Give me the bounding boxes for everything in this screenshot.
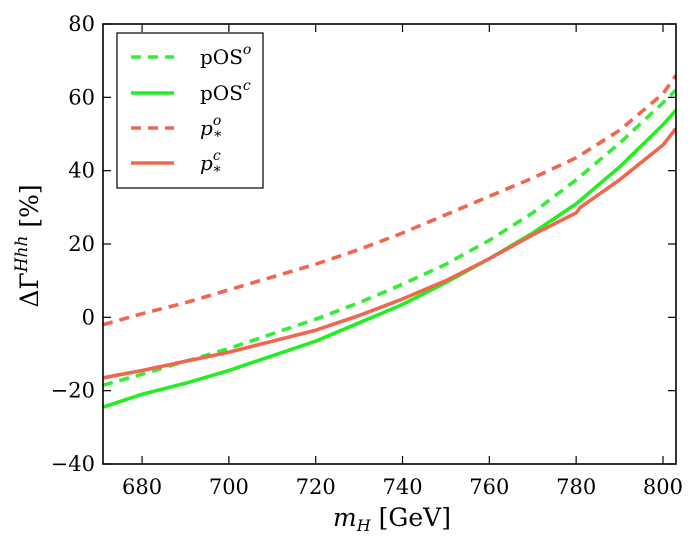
series-line-1 xyxy=(103,109,676,409)
y-axis-title-group: ΔΓHhh [%] xyxy=(12,184,44,307)
legend-label-main-3: p xyxy=(200,151,213,175)
axes: 680 700 720 740 760 780 800 −40 −20 0 20 40 60 80 xyxy=(51,12,683,499)
legend-label-sup-1: c xyxy=(243,78,251,94)
y-tick-label-5: 60 xyxy=(68,85,95,109)
y-axis-title-symbol: ΔΓ xyxy=(15,272,44,307)
legend-label-main-2: p xyxy=(200,116,213,140)
legend-label-sup-2: o xyxy=(213,113,221,129)
y-tick-label-4: 40 xyxy=(68,159,95,183)
legend-label-3: pc * xyxy=(200,148,221,180)
y-tick-label-1: −20 xyxy=(51,379,95,403)
y-tick-label-3: 20 xyxy=(68,232,95,256)
x-tick-label-1: 700 xyxy=(209,475,249,499)
y-tick-label-0: −40 xyxy=(51,452,95,476)
legend-label-main-1: pOS xyxy=(200,81,243,105)
x-tick-label-5: 780 xyxy=(556,475,596,499)
x-axis-title-unit: [GeV] xyxy=(371,503,451,532)
series-line-3 xyxy=(103,127,676,380)
x-tick-label-2: 720 xyxy=(296,475,336,499)
legend-label-0: pOSo xyxy=(200,42,251,69)
plot-area xyxy=(103,74,676,409)
series-line-2 xyxy=(103,74,676,327)
legend-label-sub-3: * xyxy=(214,164,221,180)
y-axis-title: ΔΓHhh [%] xyxy=(12,184,44,307)
legend-label-1: pOSc xyxy=(200,78,251,105)
x-tick-label-6: 800 xyxy=(643,475,683,499)
x-axis-title-symbol: m xyxy=(333,503,357,532)
legend-label-main-0: pOS xyxy=(200,45,243,69)
x-axis-title-subscript: H xyxy=(356,516,372,535)
y-tick-label-6: 80 xyxy=(68,12,95,36)
legend-label-2: po * xyxy=(200,113,221,145)
x-axis-title: mH [GeV] xyxy=(333,503,451,535)
y-tick-label-2: 0 xyxy=(82,305,95,329)
x-tick-label-0: 680 xyxy=(122,475,162,499)
x-tick-label-4: 760 xyxy=(469,475,509,499)
y-axis-title-unit: [%] xyxy=(15,184,44,235)
legend-label-sup-3: c xyxy=(213,148,221,164)
legend-label-sup-0: o xyxy=(243,42,251,58)
legend-label-sub-2: * xyxy=(214,129,221,145)
x-tick-label-3: 740 xyxy=(382,475,422,499)
y-axis-title-superscript: Hhh xyxy=(12,236,32,274)
